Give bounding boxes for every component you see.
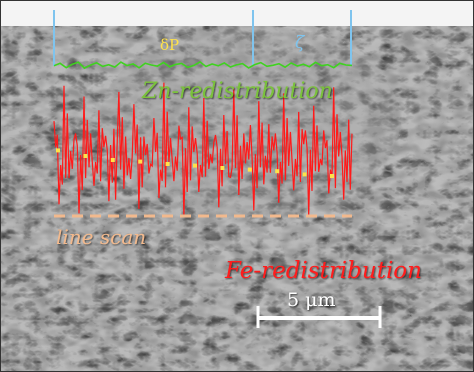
fe-average-markers xyxy=(56,148,334,178)
fe-marker-point xyxy=(247,167,252,172)
fe-marker-point xyxy=(193,163,197,168)
fe-marker-point xyxy=(302,172,307,177)
fe-marker-point xyxy=(220,166,225,170)
fe-marker-point xyxy=(83,154,88,158)
scale-bar: 5 μm xyxy=(256,289,382,328)
line-scan-label: line scan xyxy=(56,225,146,249)
fe-marker-point xyxy=(110,158,115,162)
fe-marker-point xyxy=(165,162,170,166)
fe-marker-point xyxy=(275,169,280,174)
zn-redistribution-label: Zn-redistribution xyxy=(141,79,333,104)
smooth-grain-region xyxy=(100,25,400,215)
zn-trace xyxy=(53,60,353,70)
fe-redistribution-label: Fe-redistribution xyxy=(224,258,422,284)
fe-marker-point xyxy=(330,174,334,178)
zeta-label: ζ xyxy=(295,33,306,53)
fe-trace xyxy=(53,82,353,217)
top-margin xyxy=(0,0,474,26)
delta-p-label: δP xyxy=(160,36,179,54)
scale-bar-label: 5 μm xyxy=(287,289,336,311)
fe-marker-point xyxy=(56,148,60,153)
fe-marker-point xyxy=(138,159,143,164)
